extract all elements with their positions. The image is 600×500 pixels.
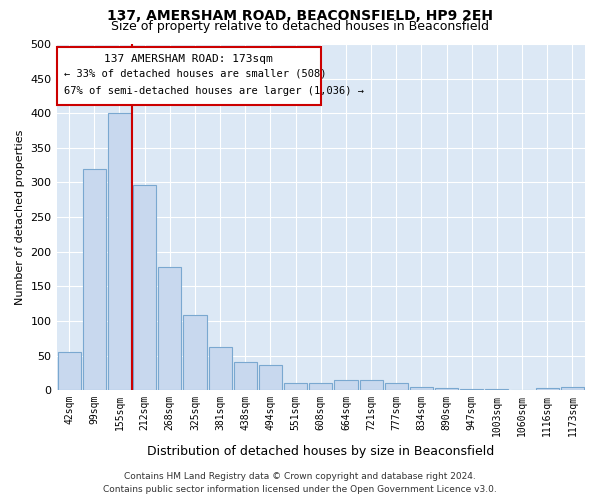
Bar: [184, 316, 206, 390]
Text: 67% of semi-detached houses are larger (1,036) →: 67% of semi-detached houses are larger (…: [64, 86, 364, 96]
Bar: [158, 267, 181, 390]
Bar: [410, 386, 433, 390]
Bar: [359, 380, 383, 390]
Bar: [108, 113, 131, 390]
Text: 137, AMERSHAM ROAD, BEACONSFIELD, HP9 2EH: 137, AMERSHAM ROAD, BEACONSFIELD, HP9 2E…: [107, 9, 493, 23]
Bar: [334, 380, 358, 390]
X-axis label: Distribution of detached houses by size in Beaconsfield: Distribution of detached houses by size …: [147, 444, 494, 458]
Bar: [309, 384, 332, 390]
Bar: [284, 384, 307, 390]
Bar: [133, 184, 156, 390]
Bar: [209, 346, 232, 390]
Bar: [234, 362, 257, 390]
FancyBboxPatch shape: [56, 48, 321, 104]
Bar: [385, 384, 408, 390]
Y-axis label: Number of detached properties: Number of detached properties: [15, 130, 25, 305]
Text: ← 33% of detached houses are smaller (508): ← 33% of detached houses are smaller (50…: [64, 69, 327, 79]
Bar: [259, 364, 282, 390]
Text: 137 AMERSHAM ROAD: 173sqm: 137 AMERSHAM ROAD: 173sqm: [104, 54, 273, 64]
Bar: [536, 388, 559, 390]
Bar: [460, 389, 484, 390]
Bar: [561, 386, 584, 390]
Bar: [83, 168, 106, 390]
Bar: [435, 388, 458, 390]
Bar: [58, 352, 80, 390]
Text: Contains HM Land Registry data © Crown copyright and database right 2024.
Contai: Contains HM Land Registry data © Crown c…: [103, 472, 497, 494]
Text: Size of property relative to detached houses in Beaconsfield: Size of property relative to detached ho…: [111, 20, 489, 33]
